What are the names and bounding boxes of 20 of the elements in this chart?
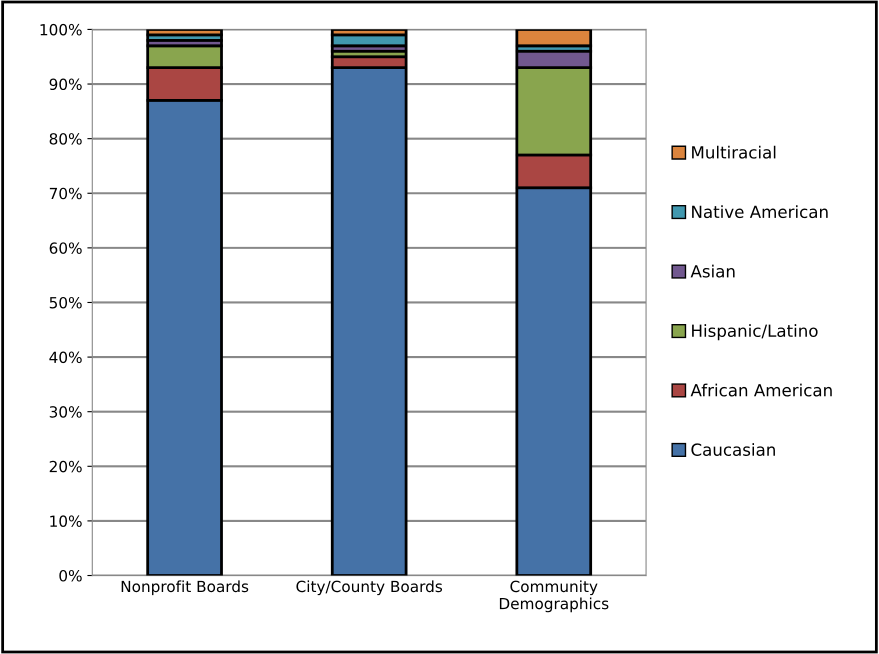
legend-label: Native American	[692, 205, 828, 218]
y-tick-label: 40%	[49, 352, 82, 364]
x-tick-label: Community Demographics	[500, 580, 608, 612]
legend-label: African American	[690, 384, 832, 397]
legend-label: Asian	[690, 264, 735, 278]
y-tick-label: 100%	[40, 24, 82, 36]
y-tick-label: 30%	[50, 406, 82, 418]
legend-label: Multiracial	[692, 146, 776, 159]
y-tick-label: 80%	[50, 133, 82, 145]
x-tick-label: City/County Boards	[296, 580, 442, 596]
y-tick-label: 60%	[50, 242, 82, 254]
y-tick-label: 0%	[59, 570, 82, 582]
y-tick-label: 50%	[50, 296, 82, 308]
y-tick-label: 70%	[50, 188, 82, 200]
y-tick-label: 10%	[50, 515, 82, 527]
x-tick-label: Nonprofit Boards	[122, 580, 248, 596]
y-tick-label: 90%	[50, 78, 82, 90]
y-tick-label: 20%	[50, 460, 82, 472]
legend-label: Caucasian	[691, 443, 775, 456]
legend-label: Hispanic/Latino	[692, 324, 818, 340]
